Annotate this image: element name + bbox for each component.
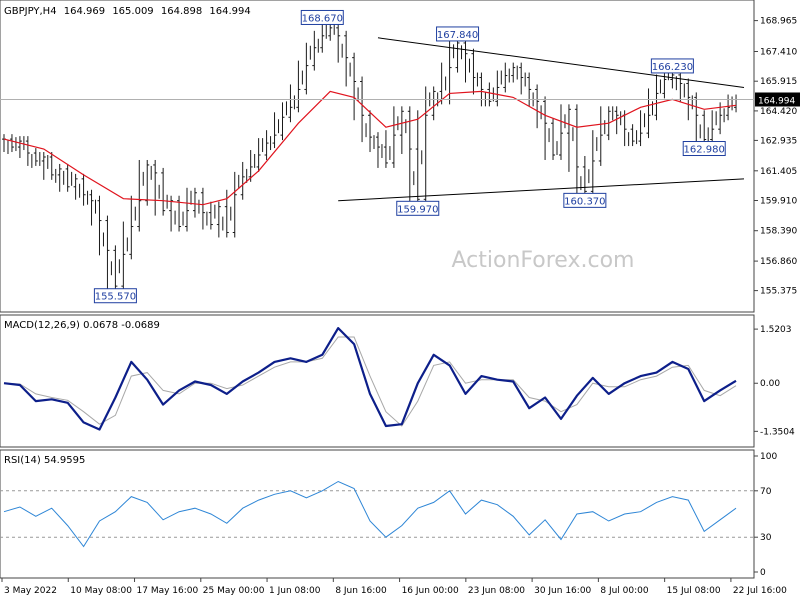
- resistance-trendline: [377, 37, 745, 88]
- price-tick-label: 159.910: [760, 197, 797, 207]
- price-tick-label: 167.410: [760, 47, 797, 57]
- price-tick-label: 168.965: [760, 17, 797, 27]
- price-annotation-label: 168.670: [302, 13, 343, 24]
- macd-panel: [0, 314, 755, 448]
- price-annotation-label: 160.370: [564, 196, 605, 207]
- last-price-badge: [755, 92, 800, 107]
- macd-header: MACD(12,26,9) 0.0678 -0.0689: [4, 320, 160, 331]
- price-annotation-label: 167.840: [437, 30, 478, 41]
- support-trendline: [338, 178, 745, 202]
- x-tick-label: 10 May 08:00: [70, 586, 132, 596]
- x-tick-label: 23 Jun 08:00: [468, 586, 525, 596]
- moving-average-line: [3, 90, 737, 206]
- rsi-tick-label: 30: [760, 533, 772, 543]
- price-tick-label: 155.375: [760, 287, 797, 297]
- watermark: ActionForex.com: [452, 248, 635, 273]
- x-tick-label: 17 May 16:00: [137, 586, 199, 596]
- price-annotation-box: [563, 192, 607, 208]
- price-close: 164.994: [209, 6, 250, 17]
- price-header: GBPJPY,H4 164.969 165.009 164.898 164.99…: [4, 6, 251, 17]
- rsi-line: [3, 480, 737, 548]
- price-tick-label: 164.420: [760, 107, 797, 117]
- price-tick-label: 161.405: [760, 167, 797, 177]
- x-tick-label: 22 Jul 16:00: [733, 586, 787, 596]
- price-tick-label: 156.860: [760, 257, 797, 267]
- x-tick-label: 8 Jun 16:00: [335, 586, 387, 596]
- macd-tick-label: 1.5203: [760, 325, 792, 335]
- price-high: 165.009: [112, 6, 153, 17]
- price-open: 164.969: [64, 6, 105, 17]
- price-tick-label: 165.915: [760, 77, 797, 87]
- price-tick-label: 162.935: [760, 136, 797, 146]
- rsi-header: RSI(14) 54.9595: [4, 455, 85, 466]
- x-tick-label: 15 Jul 08:00: [667, 586, 721, 596]
- price-annotation-box: [93, 288, 137, 304]
- rsi-tick-label: 70: [760, 487, 772, 497]
- rsi-tick-label: 0: [760, 568, 766, 578]
- price-annotation-box: [650, 58, 694, 74]
- price-annotation-box: [682, 141, 726, 157]
- x-tick-label: 16 Jun 00:00: [402, 586, 459, 596]
- price-tick-label: 158.390: [760, 227, 797, 237]
- macd-signal-line: [3, 336, 737, 427]
- price-annotation-label: 166.230: [652, 62, 693, 73]
- x-tick-label: 8 Jul 00:00: [600, 586, 649, 596]
- x-tick-label: 3 May 2022: [4, 586, 57, 596]
- rsi-panel: [0, 449, 755, 579]
- x-tick-label: 25 May 00:00: [203, 586, 265, 596]
- price-annotation-label: 159.970: [397, 204, 438, 215]
- macd-tick-label: 0.00: [760, 379, 780, 389]
- macd-tick-label: -1.3504: [760, 427, 795, 437]
- price-low: 164.898: [161, 6, 202, 17]
- rsi-tick-label: 100: [760, 452, 777, 462]
- price-annotation-box: [436, 26, 480, 42]
- price-panel: [0, 0, 755, 313]
- price-annotation-label: 162.980: [684, 145, 725, 156]
- x-tick-label: 30 Jun 16:00: [534, 586, 591, 596]
- price-annotation-label: 155.570: [95, 292, 136, 303]
- x-tick-label: 1 Jun 08:00: [269, 586, 321, 596]
- last-price-label: 164.994: [758, 96, 795, 106]
- price-symbol: GBPJPY,H4: [4, 6, 57, 17]
- macd-main-line: [3, 327, 737, 431]
- price-annotation-box: [300, 9, 344, 25]
- price-annotation-box: [396, 200, 440, 216]
